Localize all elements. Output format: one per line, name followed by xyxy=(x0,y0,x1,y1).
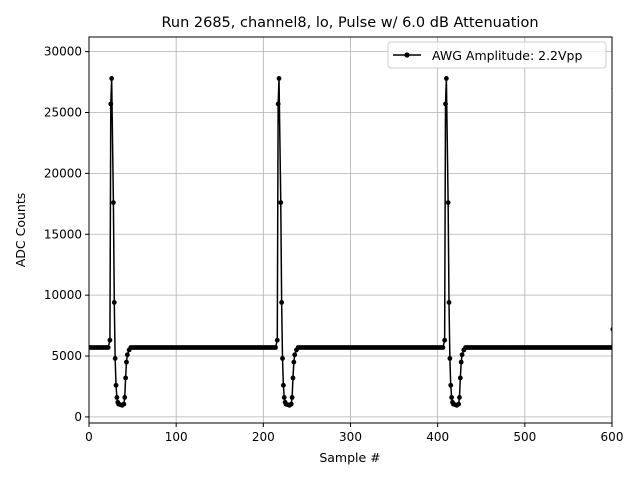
y-tick-label: 10000 xyxy=(44,288,82,302)
x-ticks: 0 100 200 300 400 500 600 xyxy=(85,423,623,444)
data-point xyxy=(458,359,464,365)
data-point xyxy=(273,345,278,350)
data-point xyxy=(446,300,452,305)
grid xyxy=(88,37,613,423)
y-axis-label: ADC Counts xyxy=(13,193,28,268)
data-point xyxy=(105,345,111,350)
data-point xyxy=(280,382,286,388)
data-point xyxy=(445,200,451,206)
data-point xyxy=(456,401,461,407)
data-point xyxy=(123,375,129,381)
data-point xyxy=(291,359,297,365)
legend-point-marker xyxy=(404,52,410,58)
y-tick-label: 0 xyxy=(74,410,82,424)
y-tick-label: 30000 xyxy=(44,45,82,59)
data-point xyxy=(279,300,285,305)
data-point xyxy=(124,359,129,365)
x-tick-label: 600 xyxy=(601,430,624,444)
data-point xyxy=(443,76,449,81)
x-tick-label: 400 xyxy=(426,430,449,444)
y-tick-label: 20000 xyxy=(44,166,82,180)
data-point xyxy=(288,401,294,407)
data-point xyxy=(448,382,454,388)
y-tick-label: 5000 xyxy=(51,349,82,363)
data-point xyxy=(121,401,127,407)
data-point xyxy=(292,352,298,358)
data-point xyxy=(111,300,117,305)
data-point xyxy=(112,356,118,361)
data-point xyxy=(108,101,114,107)
legend: AWG Amplitude: 2.2Vpp xyxy=(387,41,607,69)
data-point xyxy=(280,356,285,361)
data-point xyxy=(609,345,612,350)
data-point xyxy=(457,375,463,381)
data-point xyxy=(459,352,465,358)
data-point xyxy=(113,382,119,388)
data-point xyxy=(107,337,113,343)
x-tick-label: 500 xyxy=(513,430,536,444)
data-point xyxy=(124,352,130,358)
data-point xyxy=(275,101,281,107)
data-point xyxy=(274,337,280,343)
data-point xyxy=(610,327,612,332)
series-layer xyxy=(89,76,612,408)
y-ticks: 0 5000 10000 15000 20000 25000 30000 xyxy=(44,45,89,424)
x-axis-label: Sample # xyxy=(319,450,380,465)
data-point xyxy=(289,395,295,400)
data-point xyxy=(442,337,448,343)
data-point xyxy=(122,395,128,400)
data-point xyxy=(449,395,455,400)
data-point xyxy=(281,395,287,400)
data-point xyxy=(290,375,296,381)
legend-box xyxy=(387,41,607,69)
data-point xyxy=(109,76,115,81)
data-point xyxy=(276,76,282,81)
legend-entry: AWG Amplitude: 2.2Vpp xyxy=(432,48,582,63)
x-tick-label: 100 xyxy=(165,430,188,444)
data-point xyxy=(447,356,453,361)
x-tick-label: 200 xyxy=(252,430,275,444)
data-point xyxy=(443,101,448,107)
data-point xyxy=(440,345,446,350)
data-point xyxy=(457,395,462,400)
y-tick-label: 25000 xyxy=(44,105,82,119)
chart-title: Run 2685, channel8, lo, Pulse w/ 6.0 dB … xyxy=(161,15,538,31)
data-point xyxy=(114,395,120,400)
x-tick-label: 0 xyxy=(85,430,93,444)
x-tick-label: 300 xyxy=(339,430,362,444)
data-point xyxy=(111,200,116,206)
y-tick-label: 15000 xyxy=(44,227,82,241)
data-point xyxy=(278,200,284,206)
